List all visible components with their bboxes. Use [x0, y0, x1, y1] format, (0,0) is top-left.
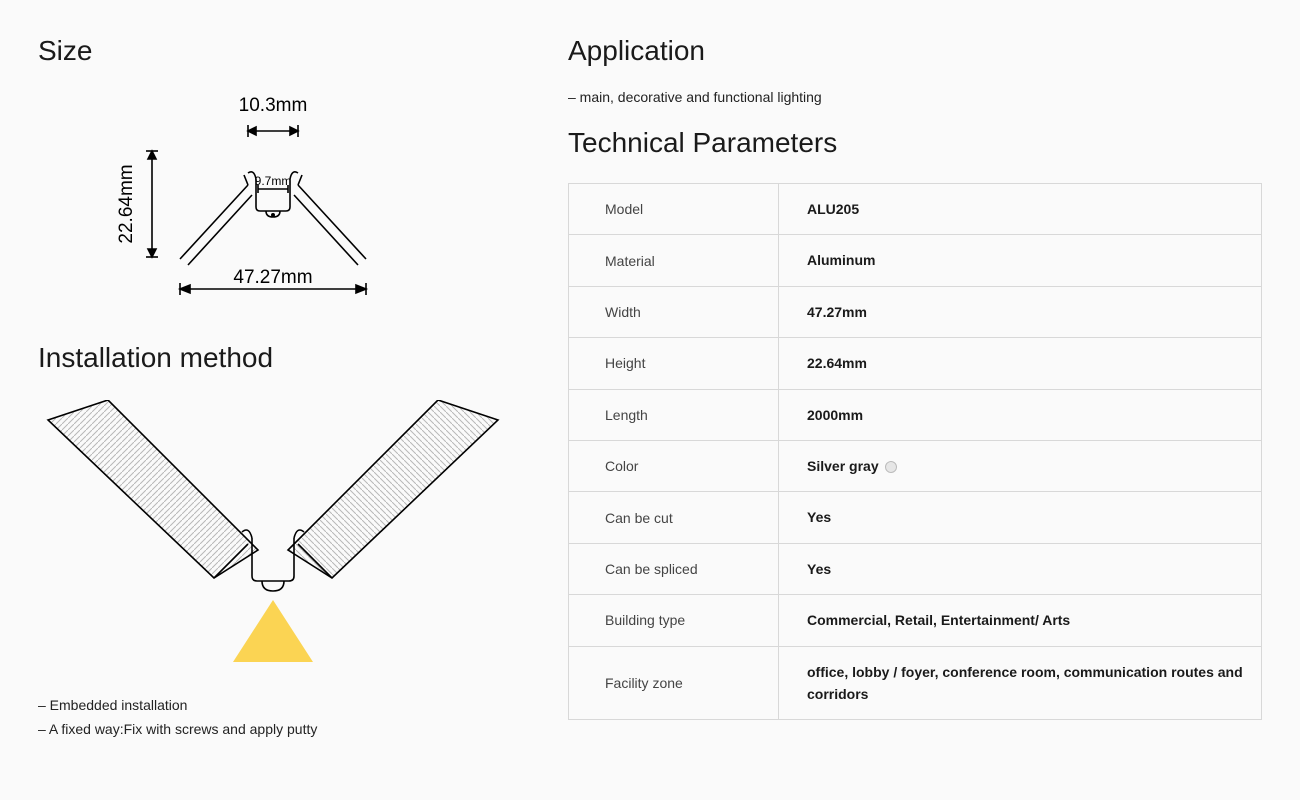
param-key: Can be cut: [569, 492, 779, 543]
table-row: Facility zoneoffice, lobby / foyer, conf…: [569, 646, 1262, 720]
param-value: 2000mm: [779, 389, 1262, 440]
param-value: Yes: [779, 543, 1262, 594]
param-key: Color: [569, 440, 779, 491]
technical-parameters-table: ModelALU205MaterialAluminumWidth47.27mmH…: [568, 183, 1262, 720]
install-note-1: – Embedded installation: [38, 697, 528, 713]
dim-inner-width: 9.7mm: [255, 174, 292, 188]
table-row: ColorSilver gray: [569, 440, 1262, 491]
param-value: office, lobby / foyer, conference room, …: [779, 646, 1262, 720]
dim-total-width: 47.27mm: [233, 267, 312, 288]
install-note-2: – A fixed way:Fix with screws and apply …: [38, 721, 528, 737]
table-row: Length2000mm: [569, 389, 1262, 440]
application-heading: Application: [568, 35, 1262, 67]
param-key: Length: [569, 389, 779, 440]
installation-heading: Installation method: [38, 342, 528, 374]
param-value: ALU205: [779, 184, 1262, 235]
table-row: Width47.27mm: [569, 286, 1262, 337]
param-key: Height: [569, 338, 779, 389]
right-column: Application – main, decorative and funct…: [568, 35, 1262, 765]
color-swatch-icon: [885, 461, 897, 473]
dim-height: 22.64mm: [116, 164, 137, 243]
param-value: 22.64mm: [779, 338, 1262, 389]
technical-heading: Technical Parameters: [568, 127, 1262, 159]
param-key: Facility zone: [569, 646, 779, 720]
table-row: MaterialAluminum: [569, 235, 1262, 286]
param-key: Width: [569, 286, 779, 337]
param-value: Commercial, Retail, Entertainment/ Arts: [779, 595, 1262, 646]
param-key: Can be spliced: [569, 543, 779, 594]
table-row: ModelALU205: [569, 184, 1262, 235]
table-row: Building typeCommercial, Retail, Enterta…: [569, 595, 1262, 646]
param-key: Model: [569, 184, 779, 235]
size-diagram: 10.3mm 9.7mm 22.64mm 47.27mm: [108, 89, 528, 324]
param-value: Yes: [779, 492, 1262, 543]
table-row: Can be cutYes: [569, 492, 1262, 543]
param-value: Silver gray: [779, 440, 1262, 491]
table-row: Height22.64mm: [569, 338, 1262, 389]
installation-diagram: [38, 400, 528, 675]
param-value: Aluminum: [779, 235, 1262, 286]
dim-top-width: 10.3mm: [239, 95, 308, 116]
size-heading: Size: [38, 35, 528, 67]
param-key: Building type: [569, 595, 779, 646]
param-value: 47.27mm: [779, 286, 1262, 337]
param-key: Material: [569, 235, 779, 286]
table-row: Can be splicedYes: [569, 543, 1262, 594]
application-note: – main, decorative and functional lighti…: [568, 89, 1262, 105]
left-column: Size: [38, 35, 528, 765]
